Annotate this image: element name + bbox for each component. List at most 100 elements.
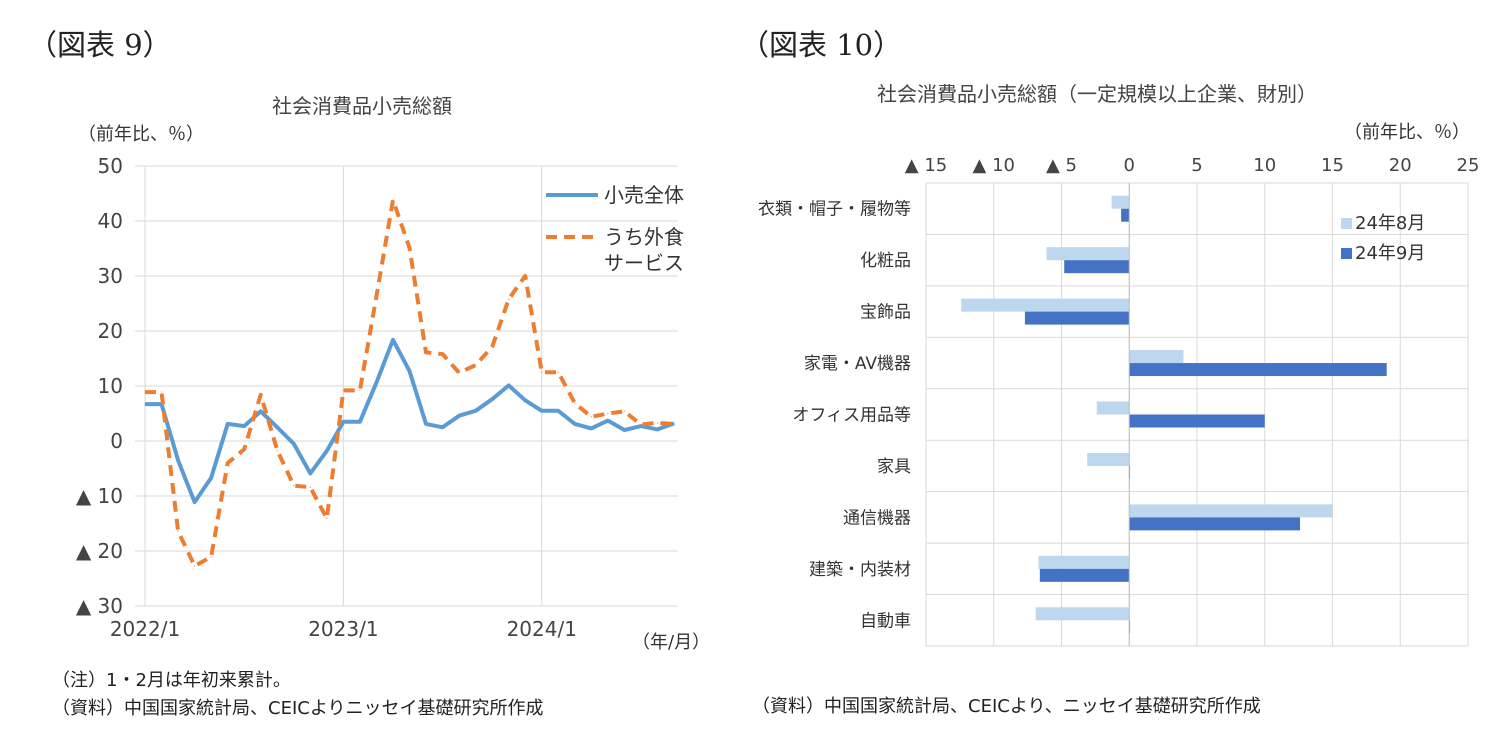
series-1-point-15 (392, 199, 394, 201)
series-0-point-4 (210, 477, 212, 479)
series-1-point-25 (557, 371, 559, 373)
x-tick-label-4: 5 (1191, 155, 1202, 176)
x-tick-label-2: 2024/1 (507, 617, 577, 641)
x-tick-label-0: ▲ 15 (905, 155, 947, 176)
category-label-2: 宝飾品 (860, 303, 911, 323)
series-0-point-29 (623, 429, 626, 431)
series-1-point-13 (359, 389, 361, 391)
series-0-point-5 (227, 423, 229, 425)
series-1-point-1 (160, 391, 163, 393)
x-tick-label-2: ▲ 5 (1046, 155, 1077, 176)
x-tick-label-1: ▲ 10 (973, 155, 1015, 176)
series-1-point-24 (541, 371, 543, 373)
chart-2-x-unit: （前年比、％） (1344, 122, 1470, 143)
bar-0-1 (1046, 247, 1130, 261)
bar-0-2 (961, 298, 1130, 312)
series-0-point-7 (260, 410, 262, 412)
bar-1-3 (1129, 363, 1387, 377)
legend-label-1-0: うち外食 (604, 225, 684, 249)
category-label-3: 家電・AV機器 (804, 354, 911, 374)
bar-0-0 (1111, 195, 1130, 209)
category-label-6: 通信機器 (843, 508, 911, 528)
series-1-point-8 (276, 449, 278, 451)
y-tick-label-2: 30 (98, 264, 123, 288)
series-0-point-3 (193, 501, 196, 503)
series-0-point-13 (359, 421, 361, 423)
series-1-point-6 (243, 448, 245, 450)
series-0-point-24 (541, 410, 543, 412)
category-label-5: 家具 (877, 457, 911, 477)
series-1-point-32 (673, 423, 675, 425)
y-tick-label-0: 50 (98, 154, 123, 178)
chart-1-y-unit: （前年比、％） (78, 124, 204, 145)
series-1-point-12 (342, 389, 344, 391)
series-1-point-30 (640, 423, 642, 426)
x-tick-label-5: 10 (1253, 155, 1276, 176)
category-label-1: 化粧品 (860, 251, 911, 271)
series-1-point-18 (441, 353, 444, 355)
bar-1-4 (1129, 414, 1265, 428)
series-1-point-11 (326, 517, 328, 520)
y-tick-label-4: 10 (98, 374, 123, 398)
y-tick-label-8: ▲ 30 (76, 594, 123, 618)
series-0-point-18 (441, 426, 444, 428)
category-label-8: 自動車 (860, 611, 911, 631)
series-1-point-22 (508, 298, 510, 300)
series-1-point-14 (375, 295, 378, 297)
series-1-point-21 (491, 346, 493, 348)
y-tick-label-6: ▲ 10 (76, 484, 123, 508)
y-tick-label-1: 40 (98, 209, 123, 233)
series-0-point-31 (656, 428, 659, 431)
series-0-point-30 (640, 425, 642, 427)
series-0-point-28 (607, 420, 609, 422)
chart-1-title: 社会消費品小売総額 (272, 94, 452, 118)
bar-0-8 (1035, 607, 1130, 621)
series-1-point-29 (623, 410, 626, 412)
x-tick-label-1: 2023/1 (308, 617, 378, 641)
series-1-point-28 (607, 412, 609, 415)
series-1-point-9 (293, 484, 295, 487)
category-label-7: 建築・内装材 (809, 560, 911, 580)
series-1-point-10 (309, 486, 311, 488)
chart-2-source: （資料）中国国家統計局、CEICより、ニッセイ基礎研究所作成 (752, 696, 1261, 717)
series-1-point-19 (458, 372, 460, 374)
figure-10-label: （図表 10） (740, 28, 903, 62)
bar-1-6 (1129, 517, 1300, 531)
series-0-point-21 (491, 398, 493, 400)
series-0-point-11 (326, 450, 328, 452)
bar-0-5 (1087, 452, 1130, 466)
series-0-point-6 (243, 425, 245, 427)
series-0-point-2 (177, 459, 179, 461)
bar-0-6 (1129, 504, 1333, 518)
series-1-point-27 (590, 416, 592, 418)
legend-label-1: 24年9月 (1355, 243, 1425, 264)
x-tick-label-8: 25 (1457, 155, 1480, 176)
series-0-point-15 (392, 339, 394, 341)
x-tick-label-7: 20 (1389, 155, 1412, 176)
series-1-point-0 (144, 391, 146, 393)
series-0-point-27 (590, 427, 592, 429)
legend-swatch-1 (1341, 248, 1352, 259)
category-label-0: 衣類・帽子・履物等 (758, 200, 911, 220)
bar-0-3 (1129, 350, 1184, 364)
series-0-point-19 (458, 415, 460, 417)
legend-label-0: 24年8月 (1355, 213, 1425, 234)
series-1-point-7 (260, 394, 262, 396)
legend-label-0-0: 小売全体 (604, 183, 684, 207)
x-tick-label-3: 0 (1124, 155, 1135, 176)
series-1-point-3 (193, 565, 196, 567)
x-tick-label-6: 15 (1321, 155, 1344, 176)
chart-2-title: 社会消費品小売総額（一定規模以上企業、財別） (877, 82, 1317, 106)
bar-0-4 (1096, 401, 1130, 415)
series-0-point-12 (342, 421, 344, 423)
y-tick-label-5: 0 (110, 429, 123, 453)
series-0-point-22 (508, 384, 510, 387)
series-1-point-26 (574, 402, 576, 404)
series-1-point-5 (227, 462, 229, 464)
series-1-point-2 (177, 530, 179, 532)
chart-1-source: （資料）中国国家統計局、CEICよりニッセイ基礎研究所作成 (52, 698, 544, 719)
series-0-point-17 (425, 423, 427, 425)
series-0-point-8 (276, 426, 278, 428)
series-1-point-4 (210, 556, 212, 558)
